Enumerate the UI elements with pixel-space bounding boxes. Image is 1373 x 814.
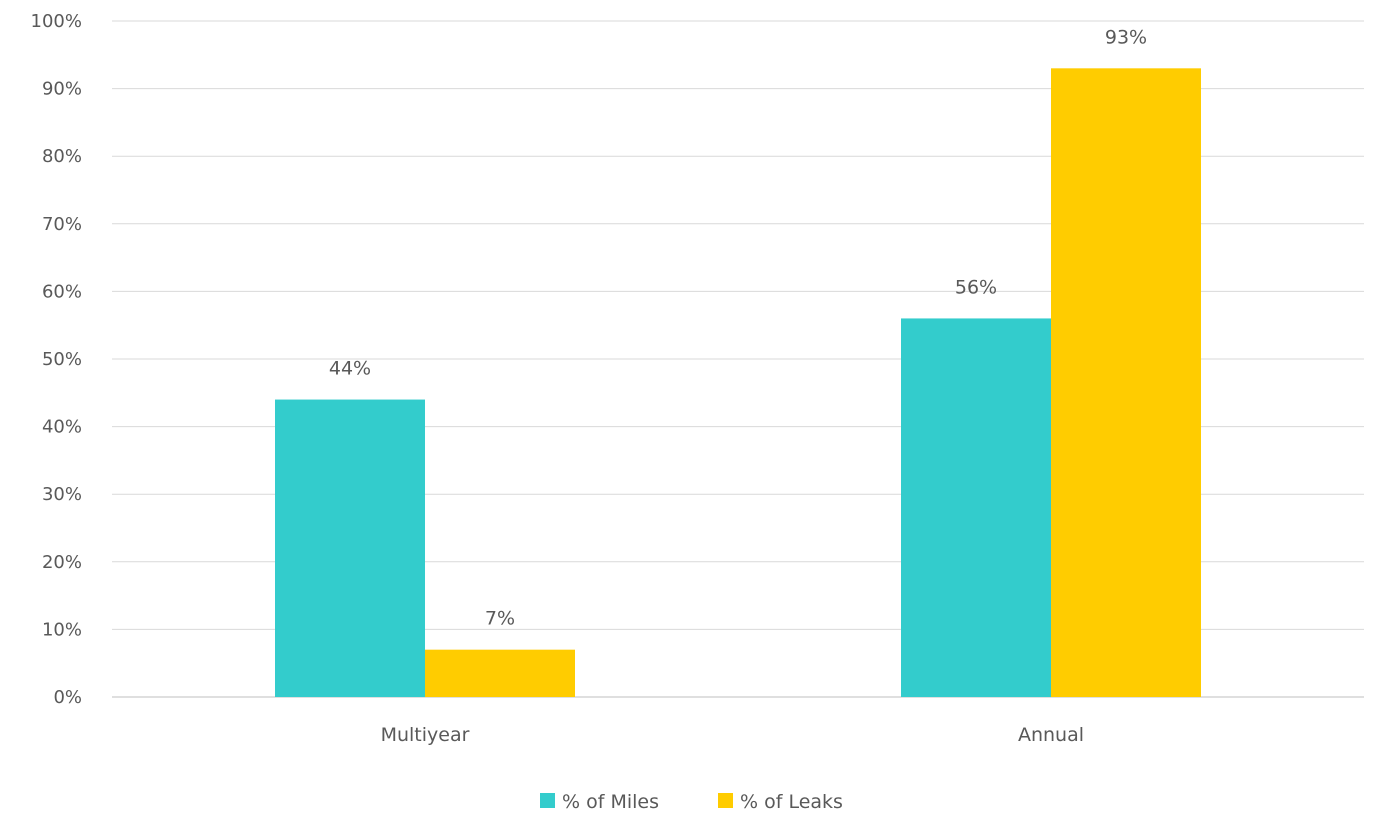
bars — [275, 68, 1201, 697]
legend-label: % of Leaks — [740, 791, 843, 810]
y-tick-label: 100% — [31, 11, 82, 32]
y-tick-label: 80% — [42, 146, 82, 167]
y-tick-label: 90% — [42, 79, 82, 100]
y-tick-label: 60% — [42, 281, 82, 302]
y-tick-label: 0% — [53, 687, 82, 708]
bar — [901, 318, 1051, 697]
data-label: 7% — [485, 608, 515, 630]
bar — [425, 649, 575, 697]
data-labels: 44% 7% 56% 93% — [329, 26, 1147, 629]
legend-swatch — [718, 793, 733, 808]
bar — [1051, 68, 1201, 697]
legend-label: % of Miles — [562, 791, 659, 810]
bar — [275, 399, 425, 697]
y-tick-label: 10% — [42, 619, 82, 640]
y-tick-label: 20% — [42, 552, 82, 573]
x-axis-categories: Multiyear Annual — [381, 724, 1084, 746]
data-label: 56% — [955, 276, 997, 298]
data-label: 93% — [1105, 26, 1147, 48]
y-tick-label: 70% — [42, 214, 82, 235]
legend-swatch — [540, 793, 555, 808]
y-tick-label: 50% — [42, 349, 82, 370]
x-category-label: Annual — [1018, 724, 1084, 746]
y-axis-ticks: 0% 10% 20% 30% 40% 50% 60% 70% 80% 90% 100% — [31, 11, 82, 708]
legend: % of Miles % of Leaks — [540, 791, 843, 813]
x-category-label: Multiyear — [381, 724, 470, 746]
y-tick-label: 30% — [42, 484, 82, 505]
y-tick-label: 40% — [42, 417, 82, 438]
data-label: 44% — [329, 358, 371, 380]
